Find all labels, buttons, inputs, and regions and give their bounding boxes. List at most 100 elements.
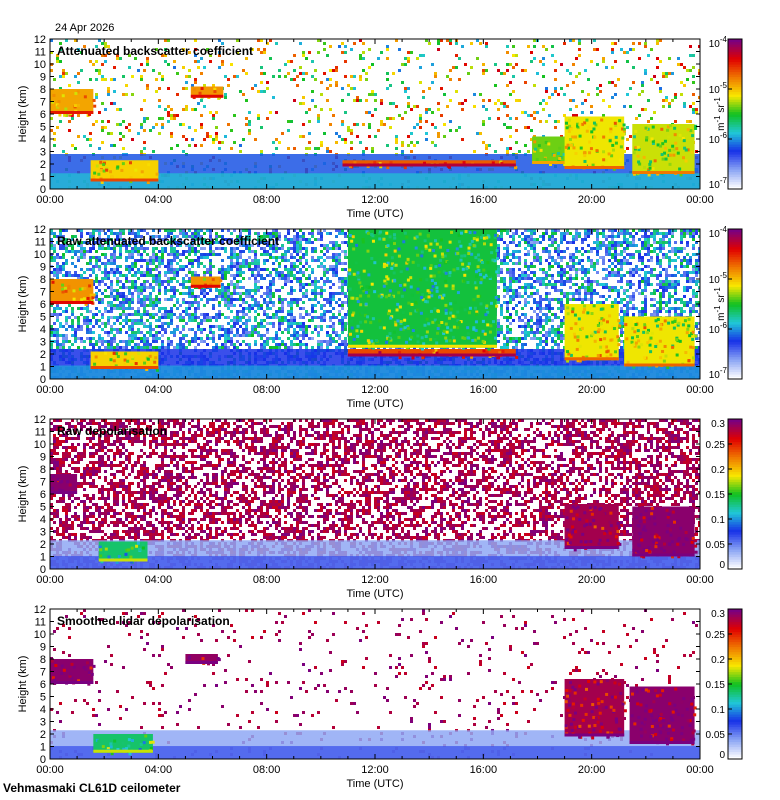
noise-speckle [335,340,338,343]
noise-speckle [392,102,395,105]
noise-speckle [239,334,242,337]
noise-speckle [587,93,590,96]
feature-speckle [656,143,660,147]
noise-speckle [92,268,95,271]
noise-speckle [245,262,248,265]
noise-speckle [59,265,62,268]
noise-speckle [407,135,410,138]
noise-speckle [149,235,152,238]
noise-speckle [626,51,629,54]
noise-speckle [227,304,230,307]
noise-speckle [209,289,212,292]
noise-speckle [224,292,227,295]
noise-speckle [395,138,398,141]
noise-speckle [275,274,278,277]
noise-speckle [287,319,290,322]
noise-speckle [155,313,158,316]
feature-speckle [565,126,569,130]
noise-speckle [233,265,236,268]
noise-speckle [89,310,92,313]
noise-speckle [188,244,191,247]
noise-speckle [101,313,104,316]
feature-speckle [552,153,556,157]
noise-speckle [347,126,350,129]
colorbar-swatch [728,84,742,88]
noise-speckle [260,241,263,244]
noise-speckle [512,90,515,93]
feature-speckle [99,160,103,164]
noise-speckle [191,301,194,304]
noise-speckle [50,229,53,232]
noise-speckle [170,298,173,301]
noise-speckle [134,247,137,250]
noise-speckle [104,310,107,313]
noise-speckle [116,316,119,319]
noise-speckle [320,235,323,238]
noise-speckle [344,301,347,304]
noise-speckle [50,343,53,346]
noise-speckle [278,322,281,325]
noise-speckle [239,292,242,295]
noise-speckle [125,250,128,253]
noise-speckle [227,307,230,310]
noise-speckle [332,244,335,247]
noise-speckle [338,256,341,259]
noise-speckle [527,150,530,153]
noise-speckle [113,340,116,343]
noise-speckle [554,69,557,72]
feature-speckle [92,98,96,102]
feature-speckle [68,113,72,117]
feature-speckle [691,134,695,138]
noise-speckle [344,232,347,235]
noise-speckle [113,307,116,310]
feature-speckle [73,104,77,108]
noise-speckle [188,271,191,274]
noise-speckle [323,247,326,250]
noise-speckle [326,280,329,283]
noise-speckle [131,247,134,250]
noise-speckle [149,331,152,334]
noise-speckle [197,328,200,331]
noise-speckle [227,241,230,244]
noise-speckle [278,346,281,349]
noise-speckle [209,135,212,138]
noise-speckle [218,147,221,150]
feature-speckle [634,146,638,150]
colorbar-swatch [728,44,742,48]
noise-speckle [233,283,236,286]
noise-speckle [533,117,536,120]
noise-speckle [134,337,137,340]
noise-speckle [506,105,509,108]
noise-speckle [119,316,122,319]
noise-speckle [185,322,188,325]
colorbar-swatch [728,144,742,148]
noise-speckle [152,337,155,340]
noise-speckle [245,99,248,102]
noise-speckle [140,340,143,343]
noise-speckle [140,292,143,295]
noise-speckle [659,60,662,63]
noise-speckle [647,54,650,57]
noise-speckle [98,244,101,247]
noise-speckle [290,301,293,304]
noise-speckle [356,123,359,126]
colorbar-swatch [728,74,742,78]
noise-speckle [164,54,167,57]
noise-speckle [203,319,206,322]
noise-speckle [251,304,254,307]
noise-speckle [227,78,230,81]
noise-speckle [299,235,302,238]
noise-speckle [272,247,275,250]
noise-speckle [212,340,215,343]
noise-speckle [65,114,68,117]
noise-speckle [242,313,245,316]
noise-speckle [440,39,443,42]
feature-speckle [583,154,587,158]
noise-speckle [473,93,476,96]
noise-speckle [176,256,179,259]
noise-speckle [506,147,509,150]
noise-speckle [179,259,182,262]
noise-speckle [128,271,131,274]
noise-speckle [239,271,242,274]
noise-speckle [299,262,302,265]
